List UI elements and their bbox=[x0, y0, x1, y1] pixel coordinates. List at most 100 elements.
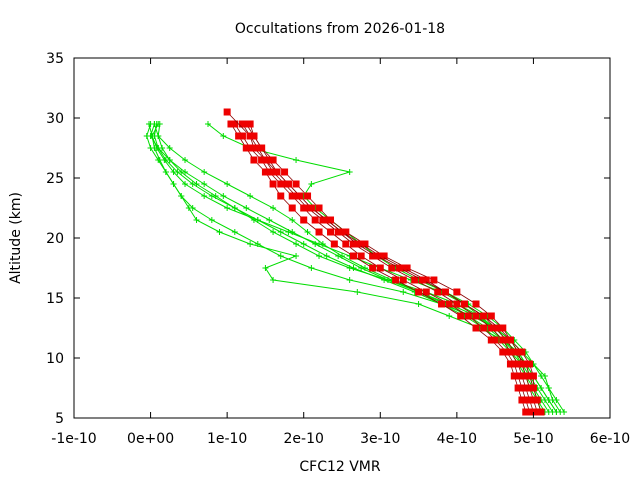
data-point-plus bbox=[293, 253, 300, 259]
data-point-square bbox=[464, 312, 472, 320]
data-point-square bbox=[269, 168, 277, 176]
data-point-square bbox=[357, 252, 365, 260]
data-point-plus bbox=[446, 313, 453, 319]
data-point-square bbox=[261, 168, 269, 176]
x-tick-label: -1e-10 bbox=[51, 431, 96, 447]
data-point-plus bbox=[189, 205, 196, 211]
data-point-square bbox=[399, 276, 407, 284]
data-point-square bbox=[533, 408, 541, 416]
data-point-square bbox=[522, 384, 530, 392]
series-occultation-red-3 bbox=[238, 120, 537, 416]
series-line bbox=[242, 123, 534, 413]
data-point-square bbox=[522, 408, 530, 416]
y-tick-label: 20 bbox=[46, 231, 64, 247]
x-tick-label: 2e-10 bbox=[284, 431, 324, 447]
data-point-square bbox=[223, 108, 231, 116]
data-point-plus bbox=[201, 169, 208, 175]
data-point-square bbox=[388, 264, 396, 272]
data-point-square bbox=[292, 192, 300, 200]
data-point-square bbox=[499, 324, 507, 332]
data-point-square bbox=[430, 276, 438, 284]
data-point-square bbox=[395, 264, 403, 272]
data-point-square bbox=[227, 120, 235, 128]
data-point-square bbox=[288, 192, 296, 200]
data-point-square bbox=[242, 144, 250, 152]
data-point-square bbox=[242, 120, 250, 128]
chart-title: Occultations from 2026-01-18 bbox=[235, 21, 445, 37]
data-point-square bbox=[327, 228, 335, 236]
x-axis-label: CFC12 VMR bbox=[299, 459, 381, 475]
data-point-plus bbox=[170, 169, 177, 175]
data-point-plus bbox=[231, 205, 238, 211]
data-point-plus bbox=[155, 133, 162, 139]
series-occultation-red-1 bbox=[231, 120, 534, 416]
series-line bbox=[249, 123, 534, 389]
series-occultation-red-5 bbox=[246, 120, 537, 392]
data-point-plus bbox=[300, 241, 307, 247]
data-point-square bbox=[273, 168, 281, 176]
data-point-square bbox=[246, 132, 254, 140]
data-point-square bbox=[461, 300, 469, 308]
data-point-plus bbox=[146, 121, 153, 127]
data-point-square bbox=[250, 132, 258, 140]
data-point-plus bbox=[220, 193, 227, 199]
data-point-square bbox=[269, 180, 277, 188]
data-point-square bbox=[526, 360, 534, 368]
data-point-square bbox=[522, 372, 530, 380]
series-occultation-red-4 bbox=[227, 120, 530, 416]
y-tick-label: 5 bbox=[55, 411, 64, 427]
data-point-plus bbox=[545, 385, 552, 391]
series-line bbox=[151, 123, 565, 413]
data-point-plus bbox=[149, 133, 156, 139]
x-tick-label: 5e-10 bbox=[513, 431, 553, 447]
data-point-square bbox=[392, 276, 400, 284]
data-point-square bbox=[334, 228, 342, 236]
data-point-square bbox=[330, 240, 338, 248]
data-point-plus bbox=[384, 277, 391, 283]
data-point-square bbox=[369, 252, 377, 260]
data-point-plus bbox=[316, 253, 323, 259]
data-point-square bbox=[510, 360, 518, 368]
data-point-square bbox=[533, 396, 541, 404]
data-point-square bbox=[254, 144, 262, 152]
data-point-square bbox=[503, 336, 511, 344]
x-tick-label: 0e+00 bbox=[127, 431, 174, 447]
data-point-plus bbox=[339, 253, 345, 259]
data-point-square bbox=[250, 156, 258, 164]
data-point-square bbox=[529, 396, 537, 404]
data-point-square bbox=[445, 300, 453, 308]
data-point-plus bbox=[247, 193, 254, 199]
data-point-square bbox=[311, 216, 319, 224]
y-tick-label: 35 bbox=[46, 51, 64, 67]
data-point-square bbox=[472, 324, 480, 332]
data-point-square bbox=[399, 264, 407, 272]
data-point-plus bbox=[270, 229, 277, 235]
data-point-plus bbox=[166, 145, 173, 151]
x-tick-label: 6e-10 bbox=[590, 431, 630, 447]
data-point-plus bbox=[293, 241, 300, 247]
data-point-plus bbox=[354, 289, 361, 295]
data-point-square bbox=[514, 384, 522, 392]
data-point-square bbox=[265, 168, 273, 176]
data-point-plus bbox=[201, 193, 208, 199]
series-occultation-3 bbox=[151, 121, 556, 415]
data-point-square bbox=[487, 324, 495, 332]
series-line bbox=[150, 123, 542, 413]
data-point-square bbox=[491, 336, 499, 344]
data-point-square bbox=[304, 204, 312, 212]
data-point-square bbox=[315, 204, 323, 212]
data-point-square bbox=[342, 240, 350, 248]
data-point-square bbox=[487, 312, 495, 320]
data-point-square bbox=[238, 132, 246, 140]
data-point-square bbox=[304, 192, 312, 200]
data-point-square bbox=[506, 336, 514, 344]
series-occultation-4 bbox=[147, 121, 545, 415]
data-point-plus bbox=[182, 181, 189, 187]
data-point-plus bbox=[270, 205, 277, 211]
data-point-square bbox=[522, 396, 530, 404]
data-point-square bbox=[438, 300, 446, 308]
data-point-square bbox=[238, 120, 246, 128]
data-point-square bbox=[258, 156, 266, 164]
data-point-square bbox=[300, 204, 308, 212]
